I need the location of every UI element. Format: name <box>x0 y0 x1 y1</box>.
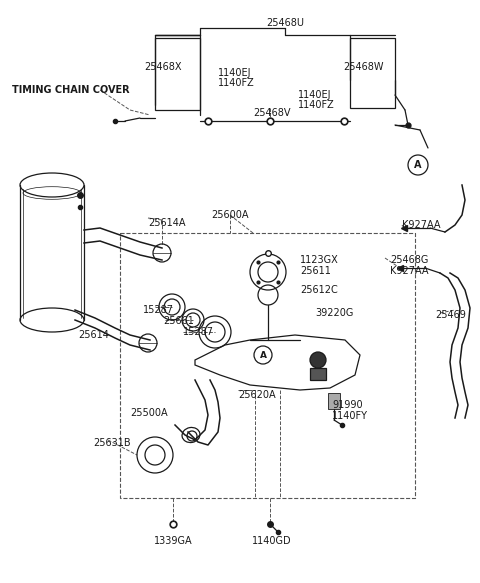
Text: A: A <box>414 160 422 170</box>
Text: 1140GD: 1140GD <box>252 536 292 546</box>
Text: 25469: 25469 <box>435 310 466 320</box>
Text: 1140FZ: 1140FZ <box>298 100 335 110</box>
Text: A: A <box>260 350 266 360</box>
Bar <box>328 393 340 409</box>
Circle shape <box>310 352 326 368</box>
Text: 25468X: 25468X <box>144 62 182 72</box>
Text: 25468V: 25468V <box>253 108 290 118</box>
Text: 25661: 25661 <box>163 316 194 326</box>
Text: 1140EJ: 1140EJ <box>298 90 332 100</box>
Text: K927AA: K927AA <box>390 266 429 276</box>
Text: 15287: 15287 <box>183 327 214 337</box>
Text: 15287: 15287 <box>143 305 174 315</box>
Text: 1339GA: 1339GA <box>154 536 192 546</box>
Text: 25612C: 25612C <box>300 285 338 295</box>
Text: TIMING CHAIN COVER: TIMING CHAIN COVER <box>12 85 130 95</box>
Text: 1140FZ: 1140FZ <box>218 78 255 88</box>
Text: 1140EJ: 1140EJ <box>218 68 252 78</box>
Text: 25600A: 25600A <box>211 210 249 220</box>
Text: 25614: 25614 <box>78 330 109 340</box>
Text: 25631B: 25631B <box>93 438 131 448</box>
Text: K927AA: K927AA <box>402 220 441 230</box>
Polygon shape <box>195 335 360 390</box>
Text: 25620A: 25620A <box>238 390 276 400</box>
Bar <box>155 38 200 110</box>
Bar <box>120 233 415 498</box>
Text: 25468G: 25468G <box>390 255 428 265</box>
Text: 25614A: 25614A <box>148 218 185 228</box>
Text: 1140FY: 1140FY <box>332 411 368 421</box>
Text: 91990: 91990 <box>332 400 362 410</box>
Bar <box>350 38 395 108</box>
Bar <box>310 368 326 380</box>
Text: 25611: 25611 <box>300 266 331 276</box>
Text: 39220G: 39220G <box>315 308 353 318</box>
Text: 25468W: 25468W <box>344 62 384 72</box>
Text: 25500A: 25500A <box>130 408 168 418</box>
Text: 1123GX: 1123GX <box>300 255 339 265</box>
Text: 25468U: 25468U <box>266 18 304 28</box>
